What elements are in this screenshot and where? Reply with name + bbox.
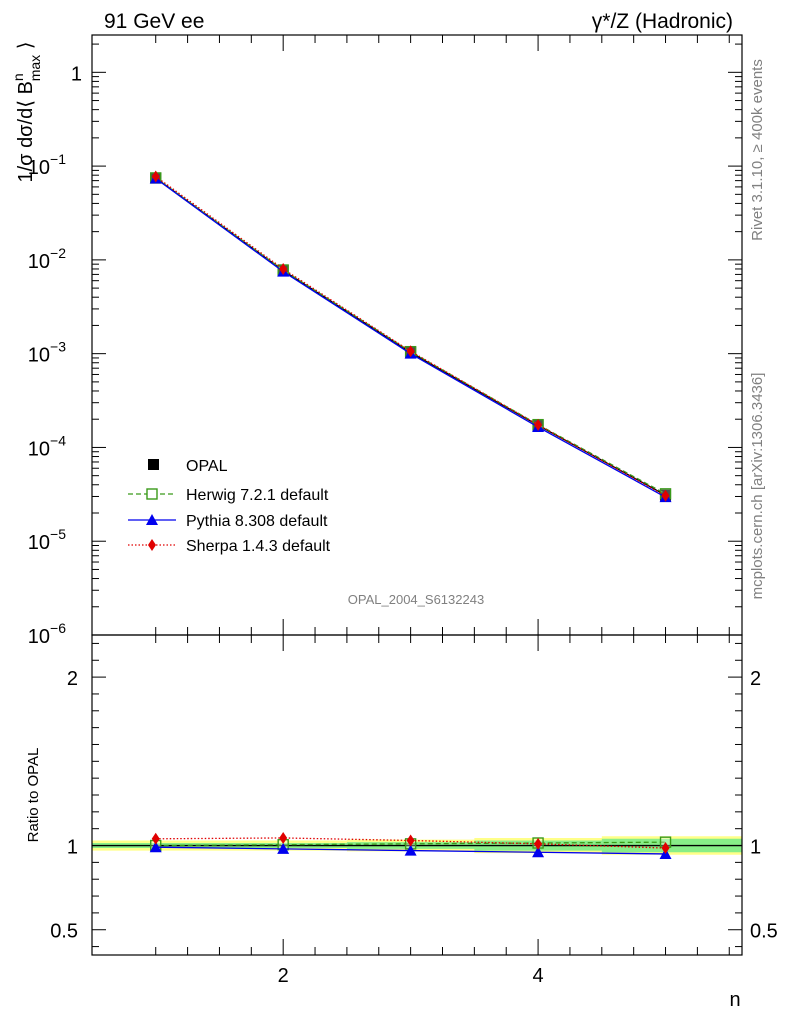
x-tick-label: 2 — [278, 965, 289, 987]
rivet-label: Rivet 3.1.10, ≥ 400k events — [749, 59, 766, 241]
opal-line — [155, 177, 666, 496]
ratio-y-tick-label: 2 — [67, 668, 78, 690]
legend-opal-label: OPAL — [186, 458, 228, 475]
y-tick-exponent: −1 — [50, 151, 66, 167]
watermark: OPAL_2004_S6132243 — [348, 592, 484, 607]
pythia-line — [155, 177, 666, 498]
main-series — [149, 170, 672, 503]
sherpa-point — [279, 831, 288, 844]
legend: OPAL Herwig 7.2.1 default Pythia 8.308 d… — [128, 458, 331, 555]
y-tick-label: 10−4 — [28, 432, 66, 460]
y-tick-exponent: −6 — [50, 620, 66, 636]
legend-sherpa-marker — [148, 539, 156, 551]
mcplots-label: mcplots.cern.ch [arXiv:1306.3436] — [749, 373, 766, 600]
sherpa-point — [534, 837, 543, 850]
sherpa-point — [279, 262, 288, 275]
ratio-y-tick-label: 0.5 — [50, 921, 78, 943]
y-tick-label: 1 — [71, 63, 82, 85]
pythia-point — [532, 846, 545, 858]
legend-herwig-marker — [146, 488, 158, 500]
ratio-y-tick-label: 1 — [67, 837, 78, 859]
y-tick-exponent: −4 — [50, 432, 66, 448]
y-tick-label: 10−6 — [28, 620, 66, 648]
sherpa-point — [661, 842, 670, 855]
legend-pythia-label: Pythia 8.308 default — [186, 513, 328, 530]
legend-herwig-label: Herwig 7.2.1 default — [186, 487, 329, 504]
sherpa-line — [155, 837, 666, 849]
ratio-y-tick-label-right: 2 — [750, 668, 761, 690]
x-tick-label: 4 — [533, 965, 544, 987]
ratio-y-tick-label-right: 0.5 — [750, 921, 778, 943]
pythia-point — [404, 844, 417, 856]
pythia-point — [277, 842, 290, 854]
y-tick-label: 10−5 — [28, 526, 66, 554]
legend-opal-marker — [148, 459, 159, 470]
sherpa-point — [151, 170, 160, 183]
right-title: γ*/Z (Hadronic) — [592, 10, 733, 33]
legend-pythia-marker — [146, 514, 158, 525]
y-tick-exponent: −5 — [50, 526, 66, 542]
sherpa-point — [661, 489, 670, 502]
ratio-ylabel: Ratio to OPAL — [25, 748, 42, 843]
y-tick-label: 10−3 — [28, 339, 66, 367]
sherpa-point — [406, 345, 415, 358]
y-tick-exponent: −2 — [50, 245, 66, 261]
sherpa-point — [534, 418, 543, 431]
left-title: 91 GeV ee — [104, 10, 204, 33]
ratio-frame — [91, 634, 743, 956]
sherpa-point — [151, 832, 160, 845]
y-tick-label: 10−2 — [28, 245, 66, 273]
axis-ticks — [92, 35, 742, 955]
pythia-point — [149, 841, 162, 853]
x-axis-label: n — [729, 989, 740, 1011]
y-tick-exponent: −3 — [50, 339, 66, 355]
ratio-series — [149, 831, 672, 859]
ratio-y-tick-label-right: 1 — [750, 837, 761, 859]
legend-sherpa-label: Sherpa 1.4.3 default — [186, 538, 331, 555]
sherpa-line — [155, 175, 666, 497]
herwig-line — [155, 177, 666, 495]
sherpa-point — [406, 834, 415, 847]
herwig-line — [155, 841, 666, 847]
